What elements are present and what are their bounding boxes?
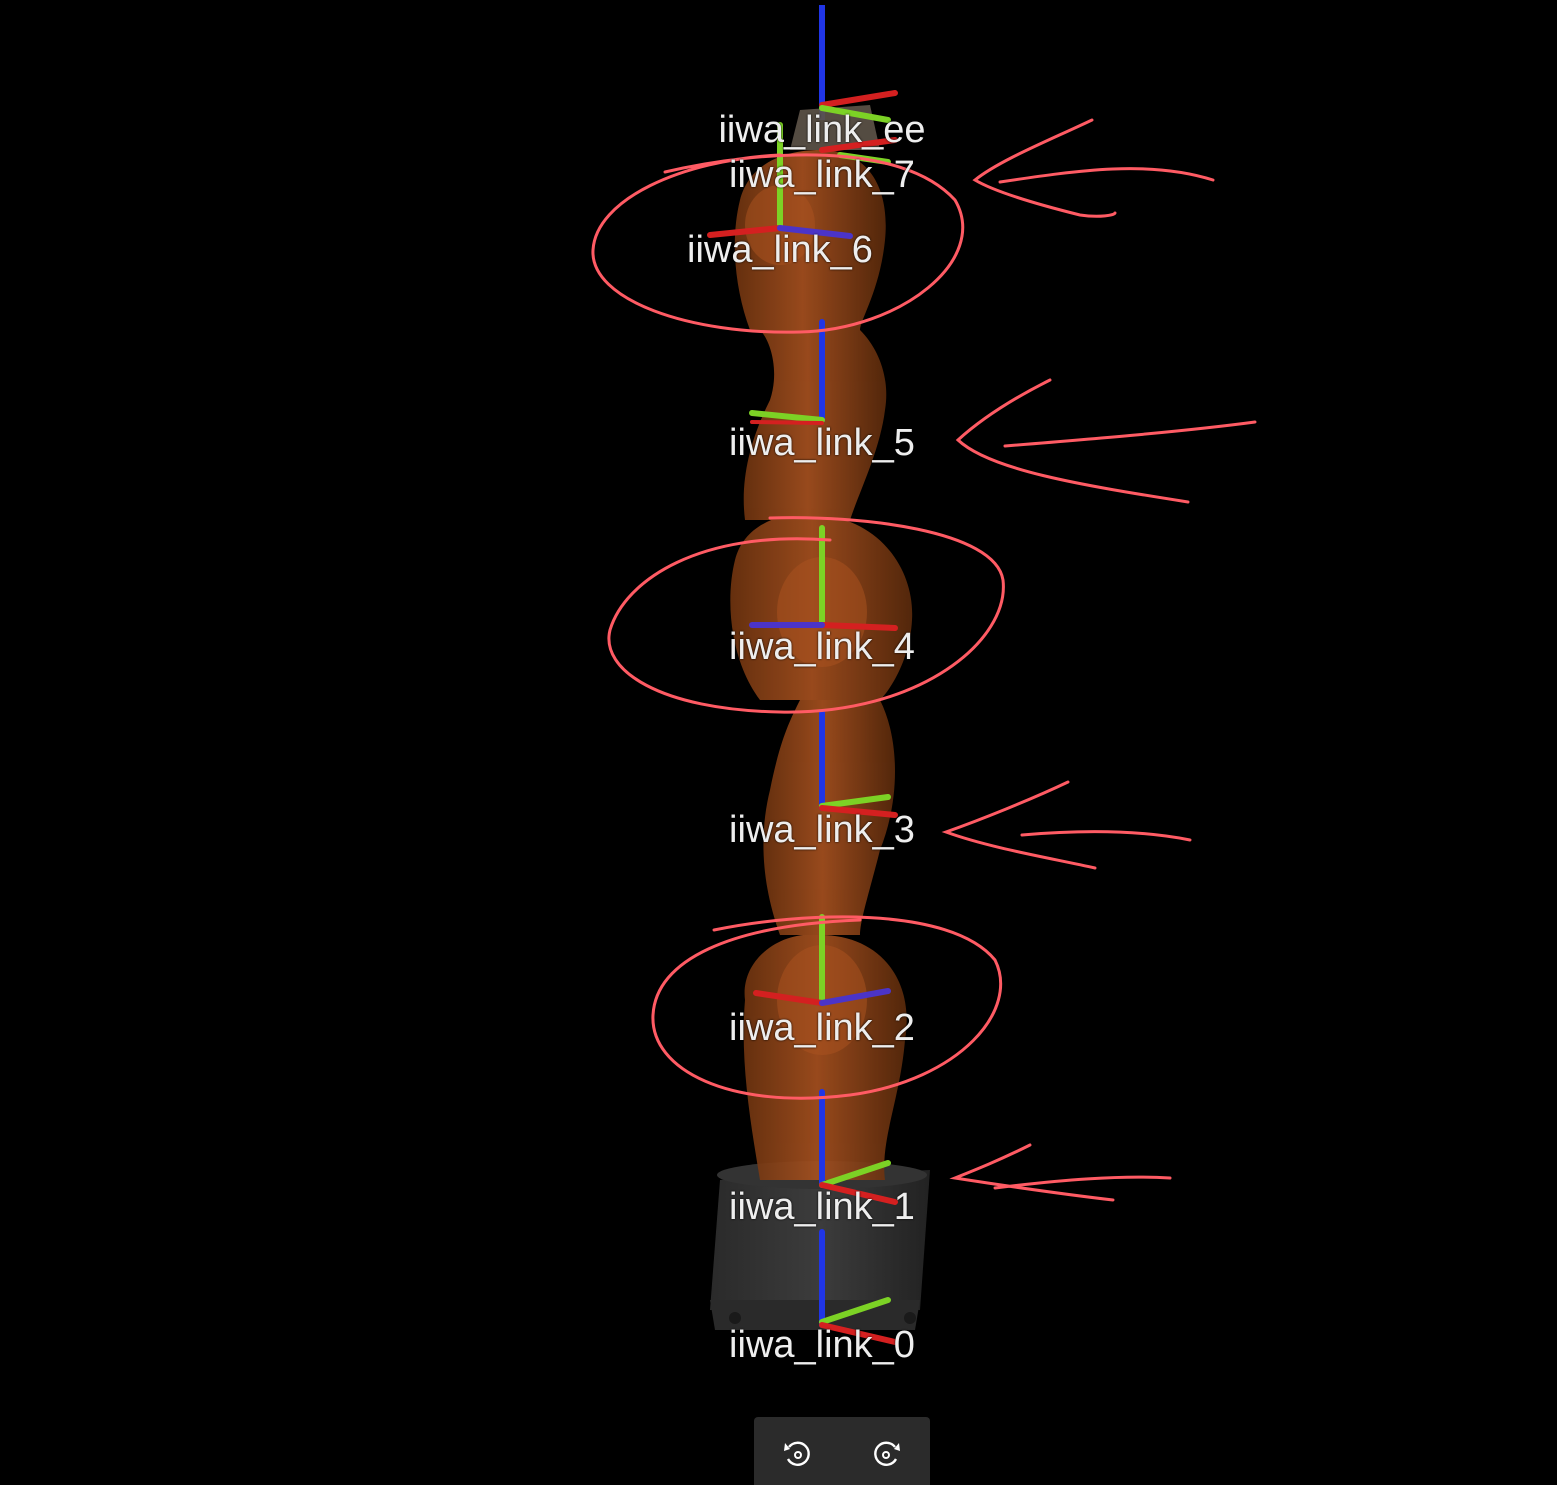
annotation-arrow-link-3 [941,780,1192,870]
rotate-counterclockwise-button[interactable] [780,1437,816,1473]
frame-label-link-7: iiwa_link_7 [729,154,915,196]
annotation-arrow-link-7 [972,118,1215,218]
rotate-counterclockwise-icon [784,1441,810,1466]
frame-label-link-6: iiwa_link_6 [687,229,873,271]
frame-label-link-0: iiwa_link_0 [729,1324,915,1366]
frame-label-link-4: iiwa_link_4 [729,626,915,668]
frame-axes [707,90,898,1345]
frame-label-link-1: iiwa_link_1 [729,1186,915,1228]
annotation-arrow-link-1 [949,1143,1172,1202]
annotation-layer [591,118,1257,1202]
annotation-circle-link-6 [591,153,964,334]
annotation-circle-link-2 [651,915,1002,1100]
frame-label-link-2: iiwa_link_2 [729,1007,915,1049]
frame-label-link-ee: iiwa_link_ee [718,109,926,151]
rotate-clockwise-icon [874,1441,900,1466]
annotation-circle-link-4 [607,516,1005,714]
frame-label-link-5: iiwa_link_5 [729,422,915,464]
annotation-arrow-link-5 [955,378,1257,504]
frame-label-link-3: iiwa_link_3 [729,809,915,851]
rotate-clockwise-button[interactable] [868,1437,904,1473]
view-toolbar [754,1417,930,1485]
